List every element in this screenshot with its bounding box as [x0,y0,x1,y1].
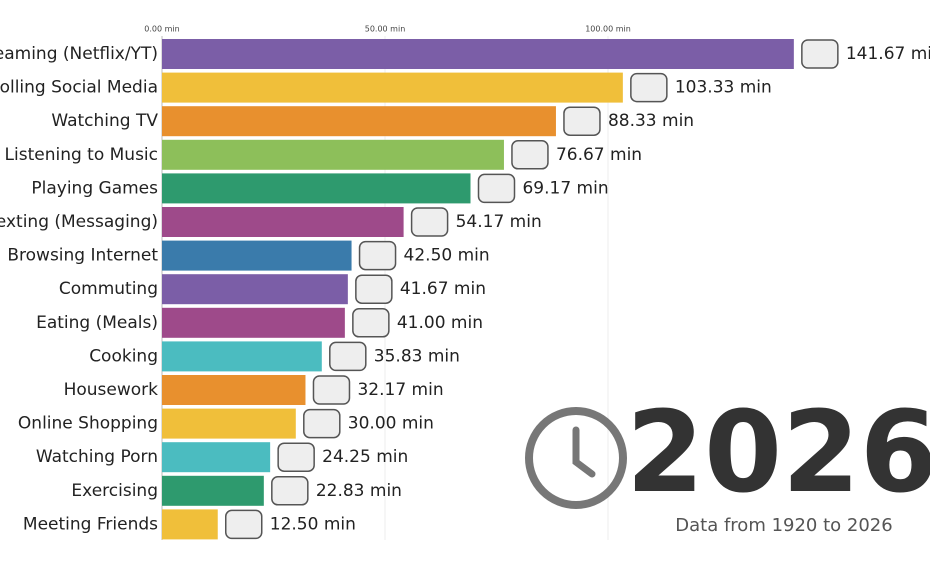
icon [312,375,351,405]
icon [563,106,601,136]
bar [162,274,348,305]
bar [162,72,623,103]
value-label: 12.50 min [270,514,356,534]
category-label: Listening to Music [5,145,158,165]
category-label: rolling Social Media [0,78,158,98]
icon [355,274,393,304]
category-label: Watching TV [51,111,158,131]
bar [162,475,264,506]
bar [162,39,794,69]
bar [162,139,504,170]
icon [410,207,449,237]
value-label: 42.50 min [404,246,490,266]
category-label: Commuting [59,279,158,299]
value-label: 32.17 min [357,380,443,400]
category-label: Browsing Internet [7,246,158,266]
clock-icon [525,407,627,509]
value-label: 22.83 min [316,481,402,501]
bar [162,509,218,540]
plot: 0.00 min 50.00 min 100.00 min reaming (Netf… [0,25,930,540]
category-label: Cooking [89,346,158,366]
value-label: 41.67 min [400,279,486,299]
category-label: Housework [64,380,159,400]
category-label: Texting (Messaging) [0,212,158,232]
value-label: 76.67 min [556,145,642,165]
bar [162,307,345,338]
icon [358,240,397,271]
category-label: Eating (Meals) [36,313,158,333]
category-label: Online Shopping [18,414,158,434]
value-label: 41.00 min [397,313,483,333]
icon [277,442,315,472]
value-label: 103.33 min [675,78,772,98]
icon [303,408,341,439]
category-label: Watching Porn [36,447,158,467]
year: 2026 [626,388,930,518]
bar [162,207,404,237]
value-label: 54.17 min [456,212,542,232]
x-tick-label: 0.00 min [144,25,179,34]
subtitle: Data from 1920 to 2026 [675,515,892,536]
category-label: Meeting Friends [23,514,158,534]
value-label: 30.00 min [348,414,434,434]
value-label: 24.25 min [322,447,408,467]
icon [511,140,549,170]
x-tick-label: 50.00 min [365,25,406,34]
value-label: 35.83 min [374,346,460,366]
bar [162,173,471,204]
icon [329,341,367,372]
bar [162,240,352,271]
icon [630,72,668,103]
bar [162,442,271,473]
x-tick-label: 100.00 min [585,25,631,34]
bar [162,106,556,137]
icon [271,476,309,506]
icon [801,39,839,69]
category-label: reaming (Netflix/YT) [0,44,158,64]
icon [352,308,390,338]
value-label: 88.33 min [608,111,694,131]
value-label: 141.67 min [846,44,930,64]
icon [477,173,516,204]
category-label: Exercising [71,481,158,501]
bar [162,375,306,405]
bar [162,341,322,372]
category-label: Playing Games [31,178,158,198]
bar [162,408,296,439]
value-label: 69.17 min [522,178,608,198]
icon [225,509,263,540]
